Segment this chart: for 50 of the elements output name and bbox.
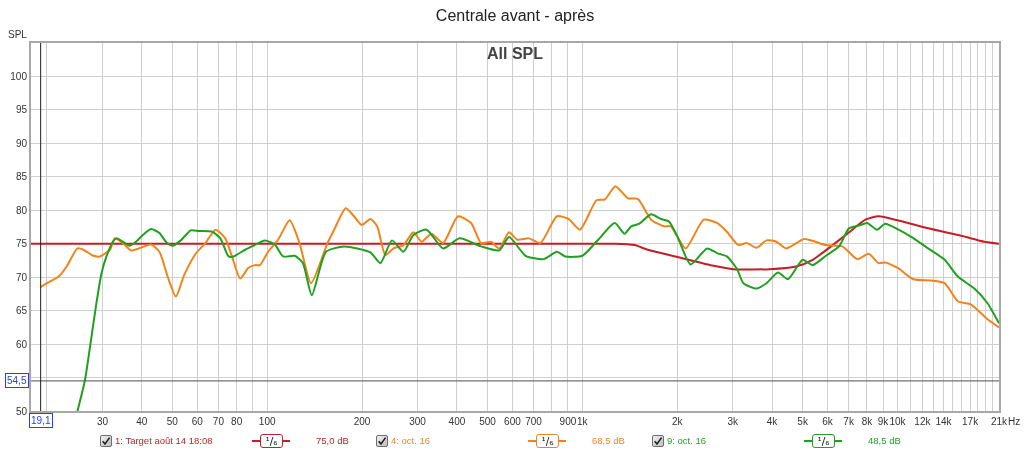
- x-tick-label: 3k: [727, 416, 739, 427]
- x-tick-label: 2k: [671, 416, 684, 427]
- x-tick-label: 4k: [766, 416, 779, 427]
- x-tick-label: 600: [504, 416, 522, 427]
- chart-title: Centrale avant - après: [435, 6, 595, 24]
- x-tick-label: 400: [448, 416, 466, 427]
- x-tick-label: 40: [136, 416, 148, 427]
- x-tick-label: 80: [231, 416, 243, 427]
- x-tick-label: 9k: [877, 416, 890, 427]
- y-tick-label: 50: [15, 405, 28, 417]
- x-tick-label: 10k: [889, 416, 907, 427]
- y-tick-label: 95: [15, 104, 28, 116]
- y-axis-title: SPL: [8, 29, 28, 40]
- x-tick-label: 8k: [861, 416, 874, 427]
- y-tick-label: 90: [15, 137, 28, 149]
- x-tick-label: 30: [96, 416, 109, 427]
- ref-line-label: 54,5: [7, 375, 27, 386]
- y-tick-label: 70: [15, 271, 28, 283]
- x-tick-label: 12k: [914, 416, 932, 427]
- x-tick-label: 200: [353, 416, 371, 427]
- x-tick-label: 7k: [843, 416, 855, 427]
- x-tick-label: 50: [166, 416, 179, 427]
- x-tick-label: 700: [525, 416, 543, 427]
- x-tick-label: 500: [479, 416, 497, 427]
- x-tick-label: 5k: [797, 416, 809, 427]
- x-tick-label: 17k: [962, 416, 980, 427]
- ref-line-label: 19,1: [31, 415, 51, 426]
- y-tick-label: 65: [15, 305, 28, 317]
- x-tick-label: 60: [191, 416, 204, 427]
- legend-label: 4: oct. 16: [391, 434, 431, 448]
- x-tick-label: 21k: [990, 416, 1009, 427]
- y-tick-label: 80: [15, 204, 28, 216]
- x-tick-label: 70: [212, 416, 225, 427]
- text: 68,5 dB: [592, 434, 625, 448]
- y-tick-label: 75: [15, 238, 28, 250]
- x-tick-label: 300: [409, 416, 427, 427]
- legend-label: 9: oct. 16: [667, 434, 707, 448]
- x-tick-label: 6k: [822, 416, 834, 427]
- x-tick-label: 14k: [935, 416, 953, 427]
- y-tick-label: 60: [15, 338, 28, 350]
- chart-subtitle: All SPL: [487, 45, 544, 62]
- text: 48,5 dB: [868, 434, 901, 448]
- legend-label: 1: Target août 14 18:08: [115, 434, 213, 448]
- text: 75,0 dB: [316, 434, 349, 448]
- x-axis-title: Hz: [1008, 416, 1021, 427]
- x-tick-label: 900: [559, 416, 577, 427]
- y-tick-label: 100: [10, 70, 28, 82]
- x-tick-label: 1k: [577, 416, 589, 427]
- x-tick-label: 100: [258, 416, 276, 427]
- y-tick-label: 85: [15, 171, 28, 183]
